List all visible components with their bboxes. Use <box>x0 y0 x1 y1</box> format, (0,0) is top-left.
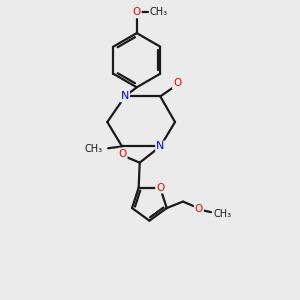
Text: O: O <box>173 79 181 88</box>
Text: O: O <box>118 148 127 158</box>
Text: CH₃: CH₃ <box>84 144 102 154</box>
Text: O: O <box>195 204 203 214</box>
Text: N: N <box>121 92 129 101</box>
Text: CH₃: CH₃ <box>150 8 168 17</box>
Text: O: O <box>156 183 164 193</box>
Text: CH₃: CH₃ <box>213 209 231 219</box>
Text: N: N <box>156 142 164 152</box>
Text: O: O <box>133 8 141 17</box>
